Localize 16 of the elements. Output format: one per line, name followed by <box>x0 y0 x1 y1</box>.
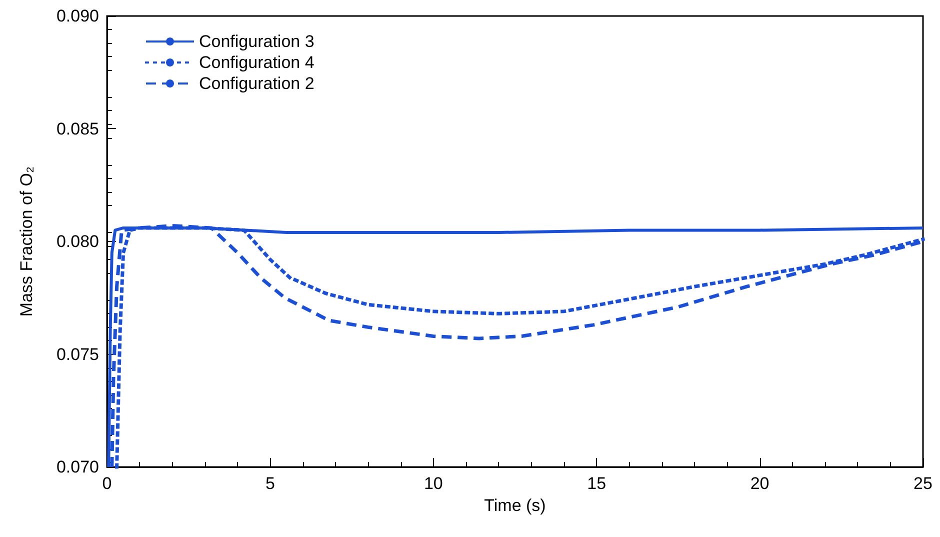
x-tick-label: 15 <box>587 474 606 493</box>
y-tick-label: 0.075 <box>56 344 99 364</box>
x-tick-label: 20 <box>750 474 770 493</box>
y-axis-title: Mass Fraction of O₂ <box>17 166 36 317</box>
legend-label: Configuration 2 <box>199 74 314 93</box>
x-axis-title: Time (s) <box>484 496 546 515</box>
x-tick-label: 0 <box>102 474 112 493</box>
x-tick-label: 25 <box>914 474 932 493</box>
legend-label: Configuration 4 <box>199 53 314 72</box>
y-tick-label: 0.070 <box>56 458 99 476</box>
legend-label: Configuration 3 <box>199 32 314 51</box>
x-tick-label: 10 <box>424 474 443 493</box>
y-tick-label: 0.090 <box>56 6 99 26</box>
y-tick-label: 0.080 <box>56 232 99 251</box>
x-tick-label: 5 <box>265 474 275 493</box>
y-tick-label: 0.085 <box>56 119 99 138</box>
